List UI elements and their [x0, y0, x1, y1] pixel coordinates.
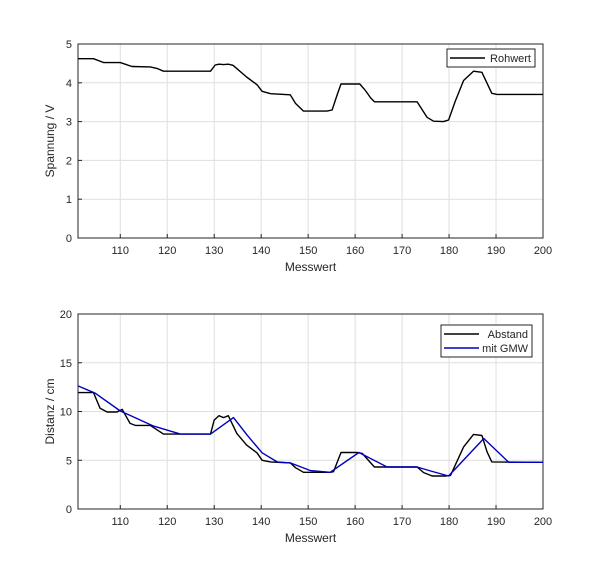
x-tick-label: 180	[440, 245, 458, 257]
x-tick-label: 140	[252, 516, 270, 528]
x-tick-label: 160	[346, 245, 364, 257]
x-tick-label: 170	[393, 516, 411, 528]
y-tick-label: 0	[66, 504, 72, 516]
series-line-rohwert	[78, 58, 543, 123]
y-tick-label: 4	[66, 78, 72, 90]
y-tick-label: 5	[66, 39, 72, 51]
legend-label: mit GMW	[482, 343, 528, 355]
x-axis-label: Messwert	[285, 260, 337, 274]
y-axis-label: Spannung / V	[43, 105, 57, 178]
y-tick-label: 15	[60, 358, 72, 370]
x-tick-label: 160	[346, 516, 364, 528]
y-axis-label: Distanz / cm	[43, 378, 57, 444]
legend-box	[446, 48, 536, 68]
x-tick-label: 190	[487, 245, 505, 257]
x-tick-label: 180	[440, 516, 458, 528]
y-tick-label: 3	[66, 117, 72, 129]
y-tick-label: 0	[66, 233, 72, 245]
legend: Abstand mit GMW	[440, 324, 533, 358]
x-tick-label: 170	[393, 245, 411, 257]
plot-area	[78, 44, 543, 238]
axes-box	[77, 313, 544, 510]
x-tick-label: 200	[534, 516, 552, 528]
y-tick-label: 2	[66, 155, 72, 167]
x-tick-label: 130	[205, 516, 223, 528]
series-line-mit-gmw	[77, 385, 543, 477]
x-tick-label: 110	[111, 245, 129, 257]
y-tick-label: 20	[60, 309, 72, 321]
y-tick-label: 10	[60, 407, 72, 419]
legend-label: Rohwert	[490, 53, 531, 65]
x-tick-label: 200	[534, 245, 552, 257]
x-tick-label: 190	[487, 516, 505, 528]
legend: Rohwert	[446, 48, 536, 68]
legend-box	[440, 324, 533, 358]
x-axis-label: Messwert	[285, 531, 337, 545]
x-tick-label: 150	[299, 245, 317, 257]
plot-1: 110 120 130 140 150 160 170 180 190 200 0 1 2 3 4 5 Mess…	[43, 39, 552, 274]
legend-label: Abstand	[488, 329, 528, 341]
y-tick-label: 1	[66, 194, 72, 206]
y-tick-label: 5	[66, 455, 72, 467]
x-tick-label: 130	[205, 245, 223, 257]
x-tick-label: 140	[252, 245, 270, 257]
x-tick-label: 120	[158, 245, 176, 257]
x-tick-label: 110	[111, 516, 129, 528]
axes-box	[77, 43, 544, 239]
x-tick-label: 150	[299, 516, 317, 528]
plot-2: 110 120 130 140 150 160 170 180 190 200 0 5 10 15 20 Me…	[43, 309, 552, 545]
x-tick-label: 120	[158, 516, 176, 528]
